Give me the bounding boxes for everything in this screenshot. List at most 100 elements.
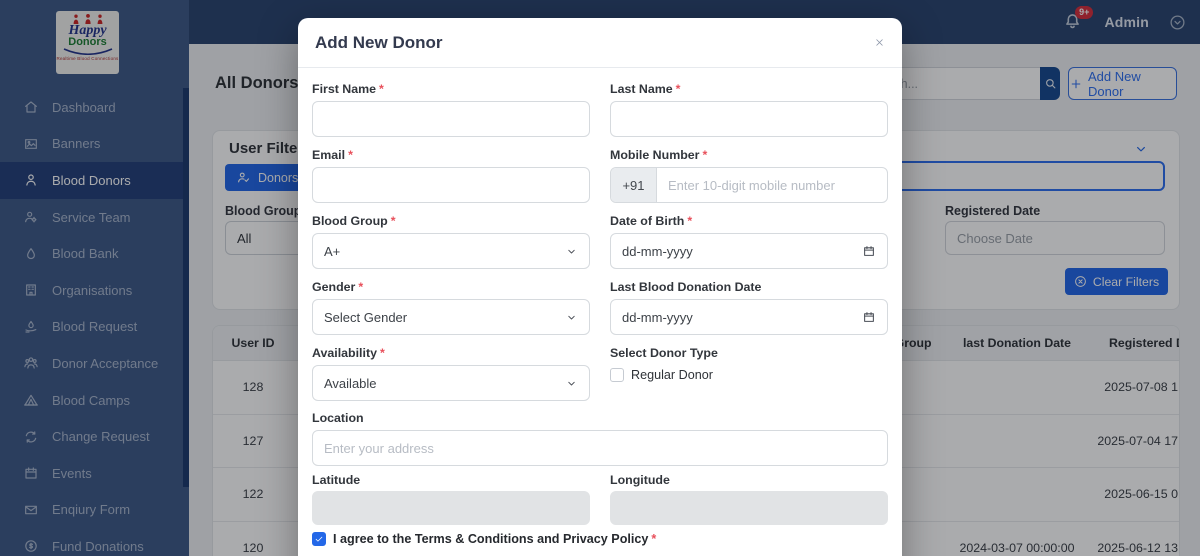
group-icon <box>22 355 39 372</box>
donor-type-label: Select Donor Type <box>610 346 718 360</box>
refresh-icon <box>22 428 39 445</box>
clear-filters-button[interactable]: Clear Filters <box>1065 268 1168 295</box>
mobile-field[interactable]: +91 <box>610 167 888 203</box>
logo-text-donors: Donors <box>68 36 107 48</box>
person-check-icon <box>236 170 251 185</box>
chevron-down-icon <box>565 245 578 258</box>
agree-terms-checkbox[interactable] <box>312 532 326 546</box>
sidebar-item-enqiury-form[interactable]: Enqiury Form <box>0 492 189 529</box>
dob-field[interactable]: dd-mm-yyyy <box>610 233 888 269</box>
registered-date-filter-label: Registered Date <box>945 204 1041 218</box>
table-row[interactable]: 120 2024-03-07 00:00:00 2025-06-12 13 <box>213 522 1179 556</box>
add-donor-modal: Add New Donor First Name * Last Name * Ema… <box>298 18 902 556</box>
sidebar-item-blood-donors[interactable]: Blood Donors <box>0 162 189 199</box>
sidebar-item-banners[interactable]: Banners <box>0 126 189 163</box>
sidebar-item-blood-request[interactable]: Blood Request <box>0 309 189 346</box>
last-donation-date-label: Last Blood Donation Date* <box>610 280 762 294</box>
close-icon[interactable] <box>874 37 885 48</box>
logo-text-happy: Happy <box>68 23 107 38</box>
availability-label: Availability * <box>312 346 385 360</box>
hand-drop-icon <box>22 318 39 335</box>
gender-label: Gender * <box>312 280 364 294</box>
modal-header: Add New Donor <box>298 18 902 68</box>
sidebar-item-dashboard[interactable]: Dashboard <box>0 89 189 126</box>
calendar-icon <box>862 244 876 258</box>
sidebar-item-fund-donations[interactable]: Fund Donations <box>0 528 189 556</box>
image-icon <box>22 135 39 152</box>
longitude-label: Longitude <box>610 473 670 487</box>
latitude-field <box>312 491 590 525</box>
sidebar-item-service-team[interactable]: Service Team <box>0 199 189 236</box>
modal-body: First Name * Last Name * Email * Mobile Num… <box>298 68 902 546</box>
sidebar-nav: Dashboard Banners Blood Donors Service T… <box>0 89 189 556</box>
notification-bell-icon[interactable]: 9+ <box>1062 6 1094 33</box>
sidebar-scrollbar[interactable] <box>183 88 189 487</box>
x-circle-icon <box>1074 275 1087 288</box>
logo-figures-icon <box>73 14 102 24</box>
location-field[interactable]: Enter your address <box>312 430 888 466</box>
sidebar-item-change-request[interactable]: Change Request <box>0 418 189 455</box>
home-icon <box>22 99 39 116</box>
sidebar: Happy Donors Realtime Blood Connections … <box>0 0 189 556</box>
page-title: All Donors <box>215 74 299 92</box>
sidebar-item-blood-camps[interactable]: Blood Camps <box>0 382 189 419</box>
cell-registered-date: 2025-06-12 13 <box>1097 541 1178 556</box>
column-last-donation-date: last Donation Date <box>963 336 1071 350</box>
email-field[interactable] <box>312 167 590 203</box>
filters-collapse-chevron-down-icon[interactable] <box>1133 141 1149 157</box>
first-name-label: First Name * <box>312 82 384 96</box>
cell-user-id: 127 <box>242 433 264 448</box>
person-icon <box>22 172 39 189</box>
mobile-label: Mobile Number * <box>610 148 708 162</box>
cell-registered-date: 2025-07-08 1 <box>1104 380 1178 395</box>
add-new-donor-button[interactable]: Add New Donor <box>1068 67 1177 100</box>
calendar-icon <box>862 310 876 324</box>
admin-menu[interactable]: Admin <box>1104 14 1149 30</box>
notification-badge: 9+ <box>1075 6 1094 19</box>
search-button[interactable] <box>1040 67 1060 100</box>
first-name-field[interactable] <box>312 101 590 137</box>
sidebar-item-blood-bank[interactable]: Blood Bank <box>0 235 189 272</box>
blood-group-select[interactable]: A+ <box>312 233 590 269</box>
building-icon <box>22 282 39 299</box>
gender-select[interactable]: Select Gender <box>312 299 590 335</box>
cell-registered-date: 2025-06-15 0 <box>1104 487 1178 502</box>
drop-icon <box>22 245 39 262</box>
logo-tagline: Realtime Blood Connections <box>56 56 119 61</box>
mobile-prefix: +91 <box>611 168 657 202</box>
column-registered-date: Registered Date <box>1109 336 1179 350</box>
availability-select[interactable]: Available <box>312 365 590 401</box>
sidebar-item-donor-acceptance[interactable]: Donor Acceptance <box>0 345 189 382</box>
tent-icon <box>22 392 39 409</box>
email-label: Email * <box>312 148 353 162</box>
sidebar-item-events[interactable]: Events <box>0 455 189 492</box>
chevron-down-icon <box>565 311 578 324</box>
column-user-id: User ID <box>231 336 275 350</box>
agree-terms-label: I agree to the Terms & Conditions and Pr… <box>333 532 657 546</box>
admin-chevron-down-icon[interactable] <box>1169 14 1186 31</box>
sidebar-item-organisations[interactable]: Organisations <box>0 272 189 309</box>
coin-icon <box>22 538 39 555</box>
team-icon <box>22 209 39 226</box>
cell-registered-date: 2025-07-04 17 <box>1097 433 1178 448</box>
mobile-input[interactable] <box>657 168 887 202</box>
search-icon <box>1043 76 1058 91</box>
last-name-label: Last Name * <box>610 82 681 96</box>
longitude-field <box>610 491 888 525</box>
location-label: Location <box>312 411 364 425</box>
happy-donors-logo[interactable]: Happy Donors Realtime Blood Connections <box>56 11 119 74</box>
registered-date-filter-input[interactable]: Choose Date <box>945 221 1165 255</box>
cell-user-id: 122 <box>242 487 264 502</box>
chevron-down-icon <box>565 377 578 390</box>
regular-donor-checkbox[interactable] <box>610 368 624 382</box>
last-name-field[interactable] <box>610 101 888 137</box>
cell-user-id: 128 <box>242 380 264 395</box>
last-donation-date-field[interactable]: dd-mm-yyyy <box>610 299 888 335</box>
mail-icon <box>22 501 39 518</box>
cell-last-donation-date: 2024-03-07 00:00:00 <box>959 541 1075 556</box>
filters-title: User Filters <box>229 140 312 157</box>
modal-title: Add New Donor <box>315 32 443 52</box>
calendar-icon <box>22 465 39 482</box>
regular-donor-checkbox-label: Regular Donor <box>631 368 713 382</box>
